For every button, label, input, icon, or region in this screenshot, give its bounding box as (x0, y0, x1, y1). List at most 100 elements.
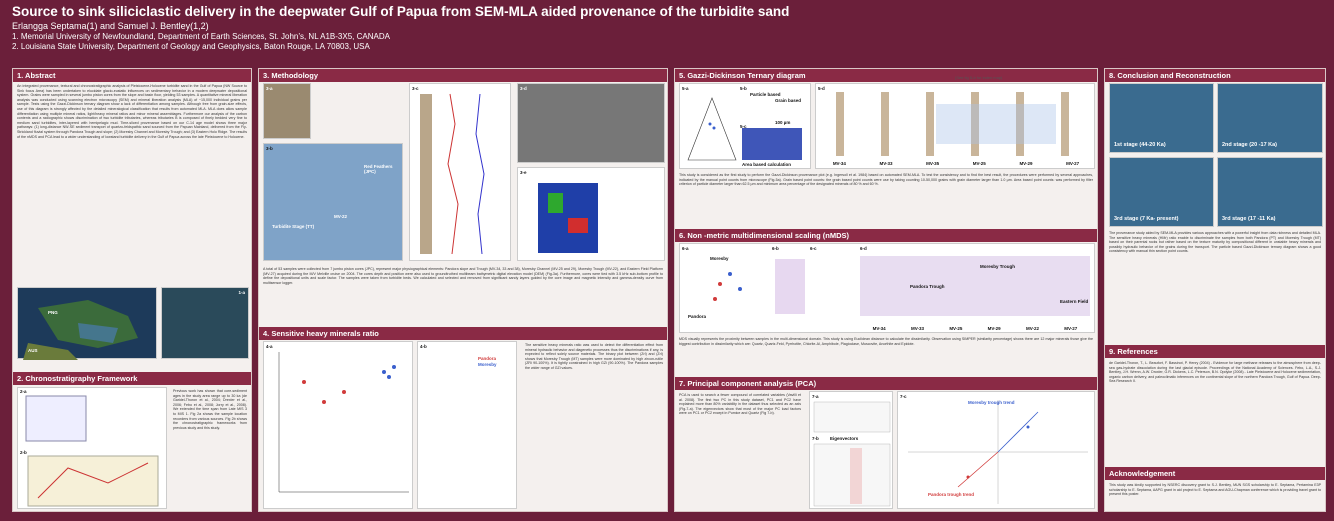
method-fig-3a: 3-a (263, 83, 311, 139)
nmds-core-4: MV-22 (1025, 326, 1039, 331)
stage-map-3: 3rd stage (7 Ka- present) (1109, 157, 1214, 227)
location-map: PNG AUS (17, 287, 157, 360)
ternary-text: This study is considered as the first st… (679, 173, 1093, 187)
method-tag-3b: 3-b (266, 146, 273, 151)
ternary-core-4: MV-29 (1019, 161, 1033, 166)
methodology-text: A total of 53 samples were collected fro… (263, 267, 663, 285)
nmds-heading: 6. Non -metric multidimensional scaling … (675, 229, 1097, 242)
affiliation-1: 1. Memorial University of Newfoundland, … (12, 32, 390, 41)
poster-title: Source to sink siliciclastic delivery in… (12, 4, 790, 19)
chrono-chart: 2-a 2-b (17, 387, 167, 509)
pca-biplot-graphic (908, 400, 1088, 504)
ack-heading: Acknowledgement (1105, 467, 1325, 480)
nmds-core-0: MV-34 (872, 326, 886, 331)
nmds-core-3: MV-29 (987, 326, 1001, 331)
ternary-note-particle: Particle based (750, 92, 781, 97)
method-tag-3d: 3-d (520, 86, 527, 91)
hmr-tag-4a: 4-a (266, 344, 273, 349)
ternary-logs-graphic (836, 92, 1069, 156)
ternary-fig: 5-a 5-b 5-c Particle based Grain based 1… (679, 83, 811, 169)
method-tag-3c: 3-c (412, 86, 419, 91)
affiliation-2: 2. Louisiana State University, Departmen… (12, 42, 370, 51)
nmds-core-5: MV-27 (1064, 326, 1078, 331)
hmr-heading: 4. Sensitive heavy minerals ratio (259, 327, 667, 340)
ternary-logs: 5-d MV-34 MV-33 MV-35 MV-25 MV-29 MV-27 (815, 83, 1095, 169)
column-3: 5. Gazzi-Dickinson Ternary diagram (See … (674, 68, 1098, 512)
ternary-core-0: MV-34 (832, 161, 846, 166)
pca-moresby-trend: Moresby trough trend (968, 400, 1015, 405)
references-heading: 9. References (1105, 345, 1325, 358)
map-inset: 1-a (161, 287, 249, 359)
ternary-note-grain: Grain based (775, 98, 802, 103)
nmds-text: MDS visually represents the proximity be… (679, 337, 1093, 346)
ternary-core-2: MV-35 (926, 161, 940, 166)
nmds-fig: 6-a 6-b 6-c 6-d Moresby Pandora Pandora … (679, 243, 1095, 333)
nmds-label-pandora-trough: Pandora Trough (910, 284, 945, 289)
stage-label-3: 3rd stage (7 Ka- present) (1114, 216, 1179, 222)
hmr-text: The sensitive heavy minerals ratio was u… (525, 343, 663, 370)
stage-label-2: 2nd stage (20 -17 Ka) (1222, 142, 1278, 148)
nmds-core-2: MV-25 (949, 326, 963, 331)
abstract-text: An integrated provenance, textural and c… (17, 84, 247, 139)
ack-text: This study was kindly supported by NSERC… (1109, 483, 1321, 497)
stage-map-4: 3rd stage (17 -11 Ka) (1217, 157, 1323, 227)
references-text: de Garidel-Thoron, T., L. Beaufort, F. B… (1109, 361, 1321, 384)
method-mla-graphic (538, 183, 598, 253)
map-inset-tag: 1-a (238, 290, 245, 295)
hmr-4a-graphic (278, 352, 409, 493)
method-label-tt: Turbidite Stage (TT) (272, 224, 315, 229)
nmds-tag-6d: 6-d (860, 246, 867, 251)
ternary-core-3: MV-25 (972, 161, 986, 166)
pca-table-graphic (813, 401, 891, 507)
ternary-graphic (687, 97, 802, 161)
methodology-heading: 3. Methodology (259, 69, 667, 82)
method-fig-3b: 3-b MV-22 Red Feathers (JPC) Turbidite S… (263, 143, 403, 261)
abstract-heading: 1. Abstract (13, 69, 251, 82)
stage-label-4: 3rd stage (17 -11 Ka) (1222, 216, 1276, 222)
nmds-label-moresby: Moresby (710, 256, 729, 261)
ternary-tag-5c: 5-c (740, 124, 747, 129)
pca-tag-7b: 7-b (812, 436, 819, 441)
method-label-mv22: MV-22 (334, 214, 348, 219)
conclusion-text: The provenance study aided by SEM-MLA pr… (1109, 231, 1321, 254)
stage-map-1: 1st stage (44-20 Ka) (1109, 83, 1214, 153)
ternary-tag-5a: 5-a (682, 86, 689, 91)
column-4: 8. Conclusion and Reconstruction 1st sta… (1104, 68, 1326, 512)
poster-header: Source to sink siliciclastic delivery in… (0, 0, 1334, 62)
map-label-png: PNG (48, 310, 58, 315)
nmds-tag-6a: 6-a (682, 246, 689, 251)
pca-pandora-trend: Pandora trough trend (928, 492, 974, 497)
pca-table: 7-a 7-b Eigenvectors (809, 391, 893, 509)
chrono-tag-2a: 2-a (20, 389, 27, 394)
pca-text: PCA is used to search a fewer compound o… (679, 393, 801, 416)
nmds-label-moresby-trough: Moresby Trough (980, 264, 1016, 269)
hmr-legend-pandora: Pandora (478, 356, 497, 361)
method-fig-3c: 3-c (409, 83, 511, 261)
ternary-index-note: (See fig 5-b for index map) (955, 75, 1003, 80)
column-1: 1. Abstract An integrated provenance, te… (12, 68, 252, 512)
ternary-tag-5d: 5-d (818, 86, 825, 91)
hmr-legend-moresby: Moresby (478, 362, 497, 367)
chrono-tag-2b: 2-b (20, 450, 27, 455)
pca-tag-7a: 7-a (812, 394, 819, 399)
hmr-chart-4a: 4-a (263, 341, 413, 509)
pca-heading: 7. Principal component analysis (PCA) (675, 377, 1097, 390)
ternary-heading: 5. Gazzi-Dickinson Ternary diagram (675, 69, 1097, 82)
method-label-jpc: Red Feathers (JPC) (364, 164, 393, 174)
chrono-text: Previous work has shown that core-sedime… (173, 389, 247, 430)
method-tag-3a: 3-a (266, 86, 273, 91)
method-log-graphic (420, 93, 485, 255)
stage-label-1: 1st stage (44-20 Ka) (1114, 142, 1166, 148)
column-2: 3. Methodology 3-a 3-b MV-22 Red Feather… (258, 68, 668, 512)
map-label-aus: AUS (28, 348, 38, 353)
ternary-note-scale: 100 µm (775, 120, 791, 125)
hmr-chart-4b: 4-b Pandora Moresby (417, 341, 517, 509)
pca-tag-7c: 7-c (900, 394, 907, 399)
nmds-graphic (713, 256, 1090, 316)
ternary-core-5: MV-27 (1066, 161, 1080, 166)
chrono-heading: 2. Chronostratigraphy Framework (13, 372, 251, 385)
method-tag-3e: 3-e (520, 170, 527, 175)
method-fig-3d: 3-d (517, 83, 665, 163)
nmds-core-1: MV-33 (910, 326, 924, 331)
pca-eigen-label: Eigenvectors (830, 436, 859, 441)
